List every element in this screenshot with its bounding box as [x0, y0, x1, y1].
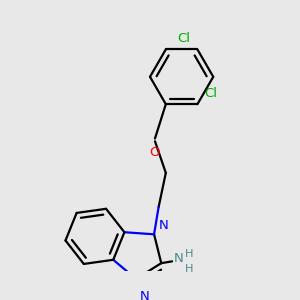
Text: N: N [159, 219, 168, 232]
Text: H: H [185, 264, 193, 274]
Text: H: H [185, 249, 193, 259]
Text: Cl: Cl [178, 32, 190, 45]
Text: N: N [140, 290, 149, 300]
Text: O: O [150, 146, 160, 159]
Text: Cl: Cl [205, 87, 218, 100]
Text: N: N [174, 252, 184, 265]
